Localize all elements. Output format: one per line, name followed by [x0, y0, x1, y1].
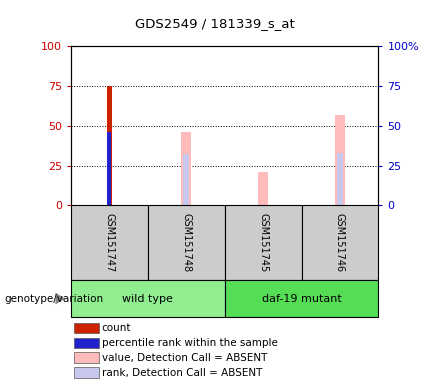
Text: daf-19 mutant: daf-19 mutant — [262, 293, 341, 304]
Polygon shape — [55, 293, 65, 305]
Text: GSM151746: GSM151746 — [335, 214, 345, 272]
Bar — [108, 132, 111, 205]
Bar — [183, 154, 189, 205]
Text: genotype/variation: genotype/variation — [4, 293, 104, 304]
Bar — [74, 367, 99, 378]
Bar — [74, 338, 99, 348]
Text: rank, Detection Call = ABSENT: rank, Detection Call = ABSENT — [102, 368, 262, 378]
Bar — [107, 86, 112, 205]
Bar — [71, 280, 224, 317]
Text: GSM151745: GSM151745 — [258, 213, 268, 273]
Bar — [74, 323, 99, 333]
Bar — [74, 353, 99, 363]
Bar — [335, 114, 345, 205]
Text: value, Detection Call = ABSENT: value, Detection Call = ABSENT — [102, 353, 267, 363]
Text: wild type: wild type — [123, 293, 173, 304]
Bar — [337, 153, 343, 205]
Text: GSM151748: GSM151748 — [181, 214, 191, 272]
Text: count: count — [102, 323, 131, 333]
Bar — [224, 280, 378, 317]
Bar — [301, 205, 378, 280]
Bar — [258, 172, 268, 205]
Text: GDS2549 / 181339_s_at: GDS2549 / 181339_s_at — [135, 17, 295, 30]
Bar — [224, 205, 301, 280]
Text: percentile rank within the sample: percentile rank within the sample — [102, 338, 278, 348]
Text: GSM151747: GSM151747 — [104, 213, 114, 273]
Bar — [71, 205, 148, 280]
Bar — [148, 205, 224, 280]
Bar — [181, 132, 191, 205]
